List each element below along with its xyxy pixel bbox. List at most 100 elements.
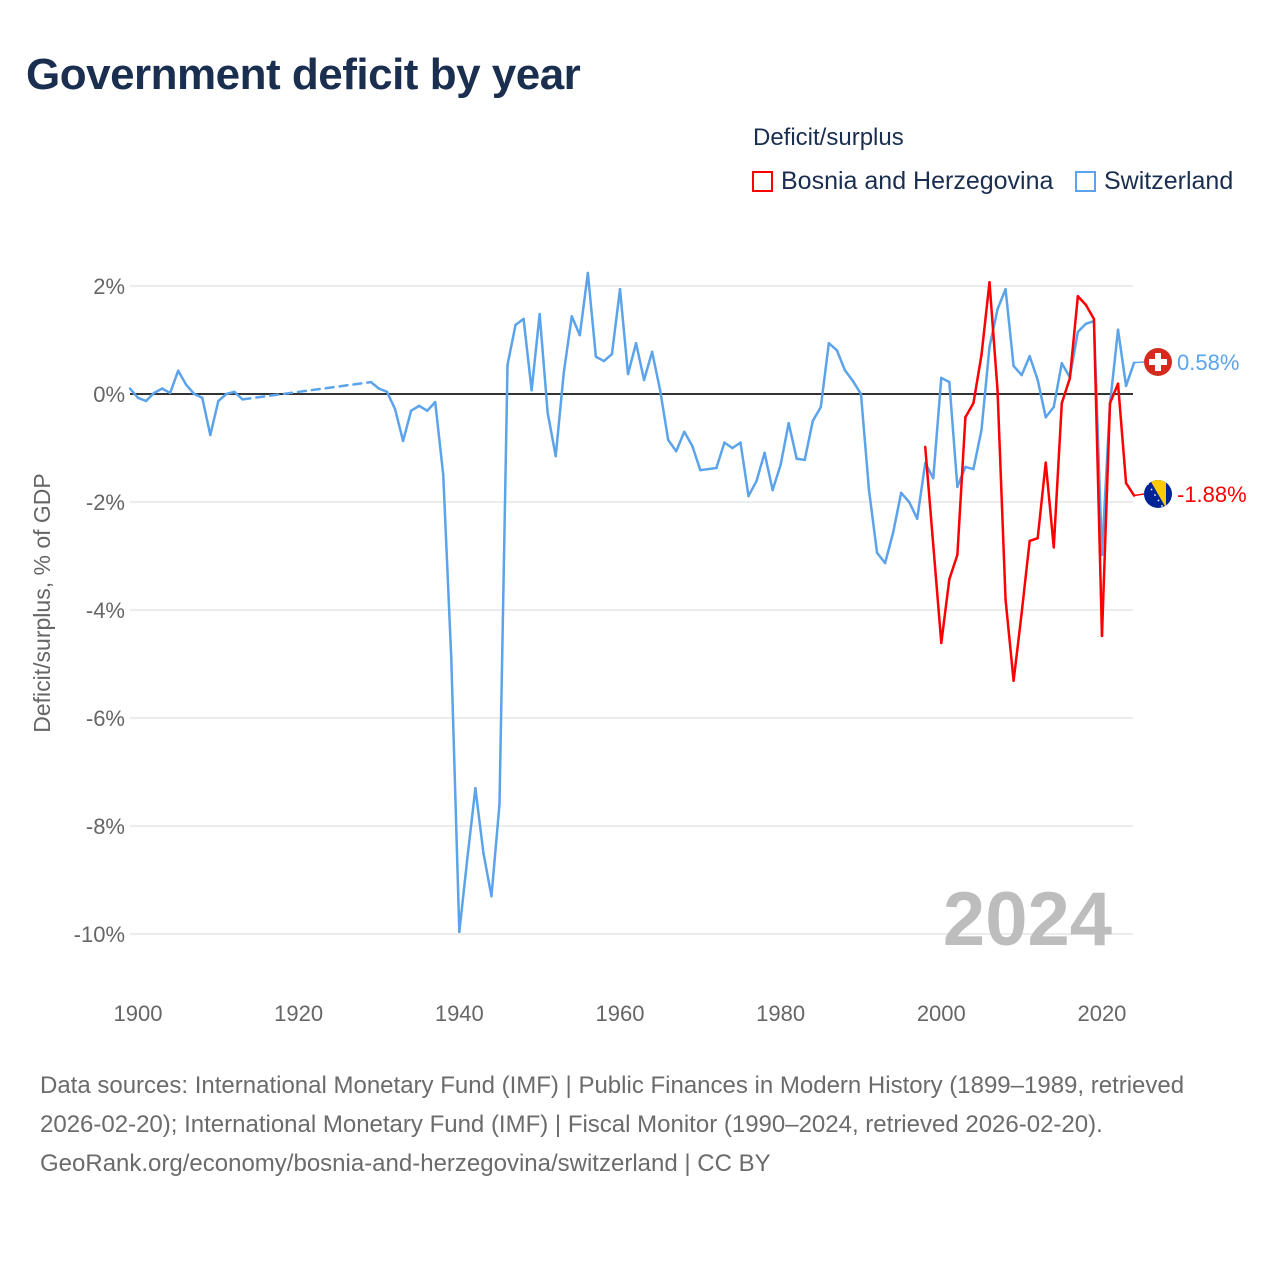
series-segment xyxy=(731,441,742,450)
series-segment xyxy=(1116,328,1128,388)
series-segment xyxy=(642,350,654,382)
series-segment xyxy=(1116,382,1128,485)
series-segment xyxy=(739,441,750,498)
series-segment xyxy=(152,387,164,395)
series-segment xyxy=(811,405,823,423)
series-segment xyxy=(715,441,726,470)
series-segment xyxy=(843,368,855,383)
series-segment xyxy=(707,466,718,471)
year-label: 2024 xyxy=(943,877,1112,962)
series-segment xyxy=(682,430,694,448)
end-value-label: -1.88% xyxy=(1177,482,1247,507)
series-segment xyxy=(1044,461,1056,549)
legend-swatch-switzerland xyxy=(1075,171,1096,192)
series-segment xyxy=(980,345,991,432)
flag-cross xyxy=(1149,359,1167,365)
series-segment xyxy=(940,577,951,645)
series-segment xyxy=(554,371,565,458)
flag-star xyxy=(1154,494,1156,496)
series-segment xyxy=(787,421,798,461)
series-segment xyxy=(1036,461,1047,540)
series-segment xyxy=(1004,287,1015,368)
series-segment xyxy=(650,350,662,392)
series-segment xyxy=(1020,539,1031,615)
series-segment xyxy=(1100,401,1112,638)
series-segment xyxy=(538,312,549,415)
y-tick-label: -10% xyxy=(74,922,125,947)
series-segment xyxy=(522,317,533,392)
series-segment xyxy=(867,488,879,555)
series-segment xyxy=(755,451,766,483)
series-segment xyxy=(377,387,389,394)
series-segment xyxy=(425,400,437,412)
series-segment xyxy=(466,786,477,860)
x-tick-label: 1960 xyxy=(596,1001,645,1026)
series-segment xyxy=(1084,319,1096,326)
series-segment xyxy=(1076,295,1088,307)
series-segment xyxy=(658,388,670,442)
series-segment xyxy=(160,387,172,395)
series-segment xyxy=(578,271,590,337)
series-segment xyxy=(168,369,180,395)
series-segment xyxy=(915,461,927,520)
flag-star xyxy=(1150,488,1153,491)
series-segment xyxy=(514,317,525,327)
series-segment xyxy=(602,352,614,363)
series-segment xyxy=(192,392,204,400)
series-segment xyxy=(201,396,212,437)
series-segment xyxy=(1036,378,1047,419)
series-segment xyxy=(482,851,493,898)
series-segment xyxy=(956,415,967,557)
x-tick-label: 1940 xyxy=(435,1001,484,1026)
series-segment xyxy=(530,312,541,392)
series-segment xyxy=(747,479,758,498)
series-segment xyxy=(136,396,148,403)
source-link[interactable]: GeoRank.org/economy/bosnia-and-herzegovi… xyxy=(40,1150,771,1177)
series-segment xyxy=(610,287,622,356)
series-segment xyxy=(409,404,421,412)
chart-title: Government deficit by year xyxy=(26,50,581,99)
series-segment xyxy=(618,287,630,376)
end-label-connector xyxy=(1133,493,1145,497)
series-segment xyxy=(1028,536,1039,543)
flag-triangle xyxy=(1150,480,1166,508)
y-tick-label: 0% xyxy=(93,382,125,407)
line-chart: 2% 0% -2% -4% -6% -8% -10% 1900 1920 1940 1960 198… xyxy=(29,271,1247,1026)
series-segment xyxy=(972,353,983,405)
series-segment xyxy=(980,280,991,357)
end-label-connector xyxy=(1134,361,1145,364)
series-segment xyxy=(546,411,557,458)
series-segment xyxy=(233,390,244,401)
legend-label-bosnia: Bosnia and Herzegovina xyxy=(781,167,1054,195)
y-tick-label: -8% xyxy=(86,814,125,839)
series-segment xyxy=(626,341,638,376)
series-segment xyxy=(176,369,188,387)
series-segment xyxy=(1076,322,1088,334)
series-segment xyxy=(1084,303,1096,321)
y-tick-label: -2% xyxy=(86,490,125,515)
series-segment xyxy=(1092,317,1104,638)
flag-star xyxy=(1161,505,1163,507)
series-segment xyxy=(723,441,734,450)
series-bosnia-and-herzegovina xyxy=(923,280,1136,682)
series-segment xyxy=(1028,354,1039,382)
series-segment xyxy=(1124,361,1136,388)
series-segment xyxy=(899,491,911,504)
x-tick-label: 2000 xyxy=(917,1001,966,1026)
series-segment xyxy=(225,390,236,396)
series-segment xyxy=(883,531,895,565)
series-segment xyxy=(401,409,413,443)
series-segment xyxy=(932,543,943,645)
series-segment xyxy=(385,390,397,411)
series-segment xyxy=(835,349,847,372)
series-segment xyxy=(964,465,975,471)
data-sources: Data sources: International Monetary Fun… xyxy=(40,1072,1185,1138)
series-segment xyxy=(184,383,196,396)
legend-item-bosnia[interactable]: Bosnia and Herzegovina xyxy=(752,167,1053,196)
y-tick-label: -6% xyxy=(86,706,125,731)
series-segment xyxy=(1060,361,1072,379)
series-segment xyxy=(691,444,702,472)
legend-item-switzerland[interactable]: Switzerland xyxy=(1075,167,1233,196)
legend-swatch-bosnia xyxy=(752,171,773,192)
series-segment xyxy=(1068,295,1080,380)
